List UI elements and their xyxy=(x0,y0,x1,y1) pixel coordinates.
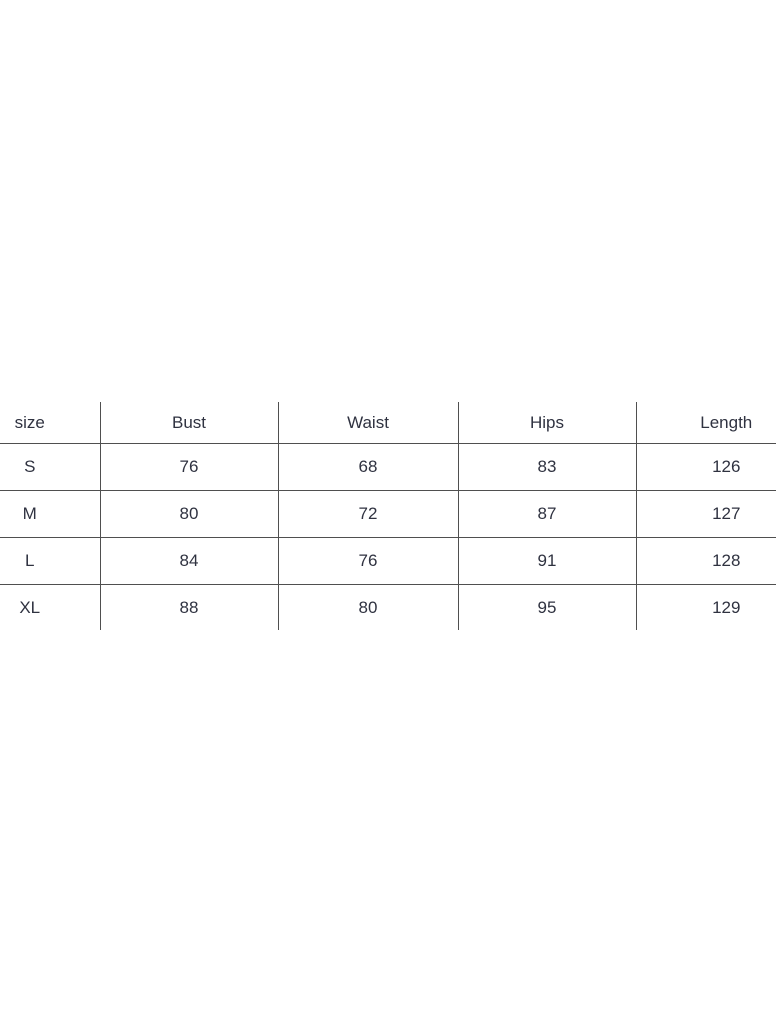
header-cell-size: size xyxy=(0,402,101,444)
cell-l-hips: 91 xyxy=(458,537,637,585)
cell-m-hips: 87 xyxy=(458,490,637,538)
cell-m-length: 127 xyxy=(636,490,776,538)
header-cell-bust: Bust xyxy=(100,402,279,444)
cell-s-length: 126 xyxy=(636,443,776,491)
cell-m-bust: 80 xyxy=(100,490,279,538)
table-row-l: L 84 76 91 128 xyxy=(0,537,776,585)
row-label-m: M xyxy=(0,490,101,538)
table-header-row: size Bust Waist Hips Length xyxy=(0,402,776,444)
row-label-xl: XL xyxy=(0,584,101,630)
cell-xl-hips: 95 xyxy=(458,584,637,630)
cell-xl-length: 129 xyxy=(712,597,741,617)
header-cell-hips: Hips xyxy=(458,402,637,444)
cell-m-waist: 72 xyxy=(278,490,459,538)
row-label-l: L xyxy=(0,537,101,585)
size-chart-table: size Bust Waist Hips Length S 76 68 83 1… xyxy=(0,402,776,630)
table-row-m: M 80 72 87 127 xyxy=(0,490,776,538)
header-cell-waist: Waist xyxy=(278,402,459,444)
table-row-s: S 76 68 83 126 xyxy=(0,443,776,491)
cell-l-length: 128 xyxy=(636,537,776,585)
row-label-s: S xyxy=(0,443,101,491)
cell-s-waist: 68 xyxy=(278,443,459,491)
header-cell-length: Length xyxy=(636,402,776,444)
table-row-xl: XL 88 80 95 129 xyxy=(0,584,776,630)
cell-xl-waist: 80 xyxy=(278,584,459,630)
cell-s-hips: 83 xyxy=(458,443,637,491)
cell-l-waist: 76 xyxy=(278,537,459,585)
cell-l-bust: 84 xyxy=(100,537,279,585)
cell-xl-bust: 88 xyxy=(100,584,279,630)
cell-s-bust: 76 xyxy=(100,443,279,491)
